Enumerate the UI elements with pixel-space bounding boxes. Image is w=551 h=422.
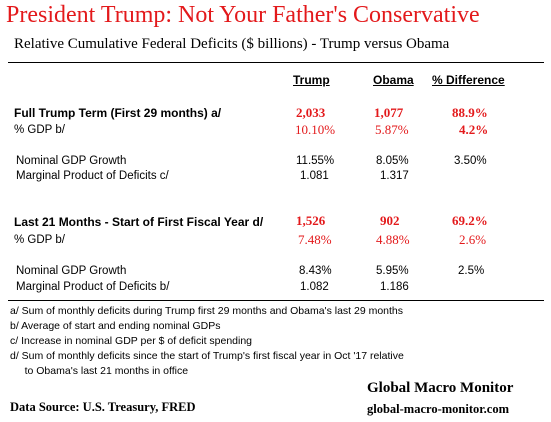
section1-mp-label: Marginal Product of Deficits c/	[16, 170, 169, 182]
section2-gdp-trump: 7.48%	[298, 232, 332, 247]
section1-mp-trump: 1.081	[300, 170, 329, 182]
section1-mp-obama: 1.317	[380, 170, 409, 182]
section2-mp-label: Marginal Product of Deficits b/	[16, 281, 170, 293]
section1-growth-trump: 11.55%	[296, 155, 335, 167]
section1-gdp-label: % GDP b/	[14, 124, 65, 136]
section2-obama-value: 902	[380, 213, 400, 228]
section1-trump-value: 2,033	[296, 105, 326, 120]
section1-growth-obama: 8.05%	[376, 155, 409, 167]
column-header-obama: Obama	[373, 73, 414, 87]
footnote-d-continued: to Obama's last 21 months in office	[10, 365, 189, 377]
section1-growth-label: Nominal GDP Growth	[16, 155, 127, 167]
footnote-d: d/ Sum of monthly deficits since the sta…	[10, 350, 404, 362]
section2-gdp-obama: 4.88%	[376, 232, 410, 247]
section1-gdp-obama: 5.87%	[375, 122, 409, 137]
notes-divider	[8, 300, 544, 301]
top-divider	[8, 62, 544, 63]
brand-url: global-macro-monitor.com	[367, 402, 509, 416]
section2-growth-obama: 5.95%	[376, 265, 409, 277]
brand-name: Global Macro Monitor	[367, 380, 514, 396]
section2-trump-value: 1,526	[296, 213, 326, 228]
section1-gdp-trump: 10.10%	[295, 122, 336, 137]
section2-growth-diff: 2.5%	[458, 265, 485, 277]
footnote-b: b/ Average of start and ending nominal G…	[10, 320, 221, 332]
section1-label: Full Trump Term (First 29 months) a/	[14, 106, 222, 120]
section2-gdp-label: % GDP b/	[14, 234, 65, 246]
page-title: President Trump: Not Your Father's Conse…	[6, 2, 480, 28]
section1-growth-diff: 3.50%	[454, 155, 487, 167]
footnote-c: c/ Increase in nominal GDP per $ of defi…	[10, 335, 253, 347]
section2-growth-trump: 8.43%	[299, 265, 332, 277]
section2-mp-trump: 1.082	[300, 281, 329, 293]
data-source: Data Source: U.S. Treasury, FRED	[10, 400, 196, 414]
section2-diff-value: 69.2%	[452, 213, 488, 228]
section1-gdp-diff: 4.2%	[459, 122, 489, 137]
footnote-a: a/ Sum of monthly deficits during Trump …	[10, 305, 404, 317]
page-subtitle: Relative Cumulative Federal Deficits ($ …	[14, 36, 450, 52]
section2-growth-label: Nominal GDP Growth	[16, 265, 127, 277]
column-header-trump: Trump	[293, 73, 330, 87]
section1-diff-value: 88.9%	[452, 105, 488, 120]
section1-obama-value: 1,077	[374, 105, 404, 120]
column-header-difference: % Difference	[432, 73, 505, 87]
section2-mp-obama: 1.186	[380, 281, 409, 293]
section2-gdp-diff: 2.6%	[459, 232, 487, 247]
section2-label: Last 21 Months - Start of First Fiscal Y…	[14, 215, 264, 229]
